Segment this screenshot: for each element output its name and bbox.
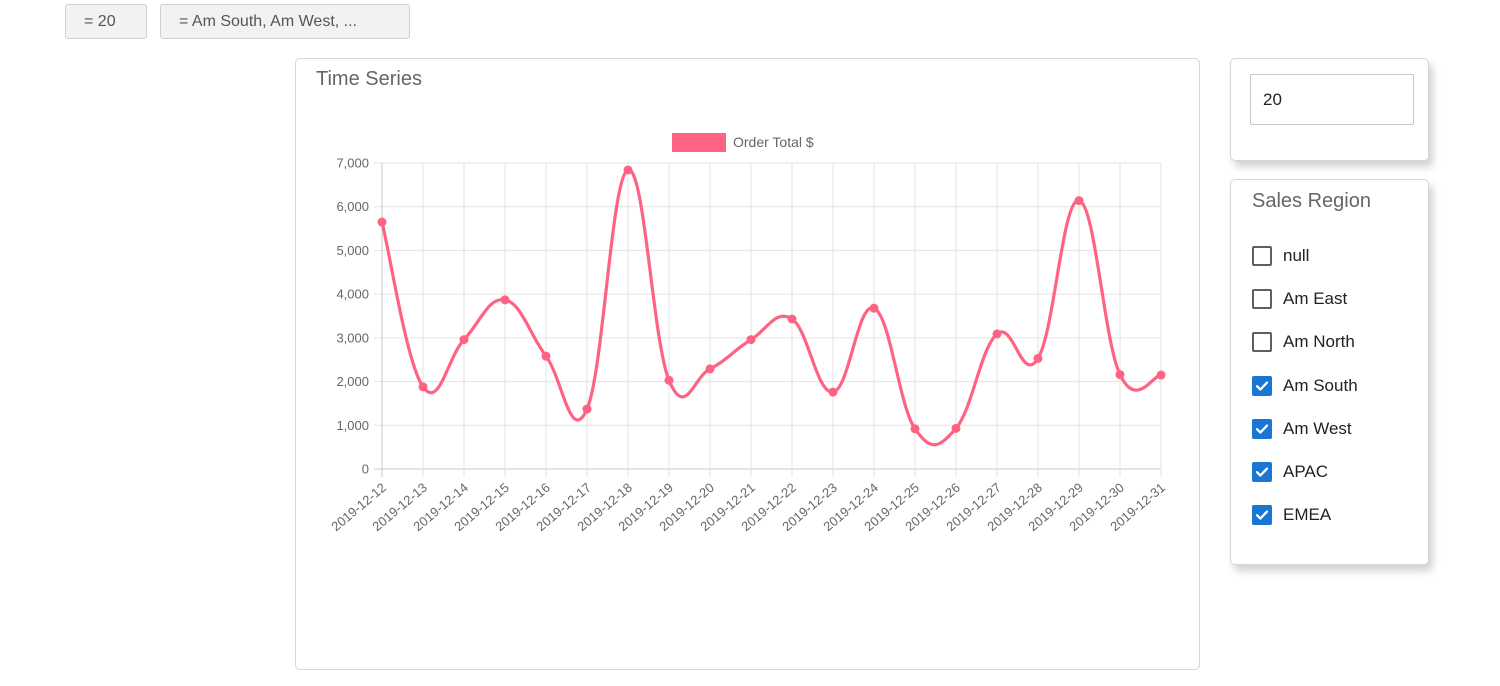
data-point (746, 335, 756, 345)
checkmark-icon (1255, 510, 1269, 520)
region-option-apac[interactable]: APAC (1252, 460, 1328, 484)
data-point (1033, 353, 1043, 363)
series-line-order-total (380, 168, 1162, 447)
checkbox[interactable] (1252, 375, 1272, 396)
data-point (828, 387, 838, 397)
region-option-label: Am South (1283, 375, 1358, 395)
data-point (705, 364, 715, 374)
data-point (459, 335, 469, 345)
data-point (664, 375, 674, 385)
time-series-card: Time Series 0 1,000 2,000 3,000 4,000 5,000 6,… (295, 58, 1200, 670)
region-filter-chip[interactable]: = Am South, Am West, ... (160, 4, 410, 39)
data-point (418, 382, 428, 392)
checkbox[interactable] (1252, 246, 1272, 266)
data-point (500, 295, 510, 305)
data-point (582, 404, 592, 414)
checkbox[interactable] (1252, 505, 1272, 526)
y-tick-label: 0 (362, 462, 369, 477)
region-option-emea[interactable]: EMEA (1252, 503, 1331, 527)
limit-input[interactable] (1250, 74, 1414, 125)
checkbox[interactable] (1252, 332, 1272, 353)
limit-filter-chip[interactable]: = 20 (65, 4, 147, 39)
data-point (869, 303, 879, 313)
region-option-am-north[interactable]: Am North (1252, 330, 1355, 354)
legend-label: Order Total $ (733, 134, 814, 150)
checkmark-icon (1255, 381, 1269, 391)
data-point (623, 165, 633, 175)
region-option-label: Am East (1283, 289, 1348, 309)
data-point (951, 423, 961, 433)
data-point (1115, 370, 1125, 380)
region-option-label: Am West (1283, 418, 1352, 438)
checkbox[interactable] (1252, 462, 1272, 482)
y-tick-label: 7,000 (336, 156, 369, 171)
data-point (1074, 196, 1084, 206)
region-option-null[interactable]: null (1252, 244, 1309, 268)
checkbox[interactable] (1252, 289, 1272, 310)
data-point (377, 217, 387, 227)
data-point (787, 314, 797, 324)
chart-card-title: Time Series (316, 68, 422, 90)
region-option-label: APAC (1283, 462, 1329, 481)
region-option-label: EMEA (1283, 505, 1332, 525)
region-option-label: null (1283, 246, 1310, 265)
checkmark-icon (1255, 424, 1269, 434)
checkmark-icon (1255, 467, 1269, 477)
y-tick-label: 3,000 (336, 330, 369, 345)
data-point (910, 424, 920, 434)
legend-swatch (672, 133, 726, 152)
data-point (1156, 370, 1166, 380)
region-option-am-west[interactable]: Am West (1252, 417, 1352, 441)
data-point (992, 329, 1002, 339)
y-tick-label: 6,000 (336, 199, 369, 214)
y-tick-label: 4,000 (336, 287, 369, 302)
checkbox[interactable] (1252, 418, 1272, 439)
region-option-am-east[interactable]: Am East (1252, 287, 1347, 311)
sales-region-widget: Sales Region null Am East Am North Am South… (1230, 179, 1429, 565)
region-option-am-south[interactable]: Am South (1252, 374, 1358, 398)
region-option-label: Am North (1283, 332, 1355, 352)
y-tick-label: 5,000 (336, 243, 369, 258)
limit-widget (1230, 58, 1429, 161)
data-point (541, 351, 551, 361)
y-tick-label: 1,000 (336, 418, 369, 433)
y-tick-label: 2,000 (336, 374, 369, 389)
sales-region-title: Sales Region (1252, 190, 1371, 212)
time-series-chart: 01,0002,0003,0004,0005,0006,0007,0002019… (328, 133, 1168, 534)
